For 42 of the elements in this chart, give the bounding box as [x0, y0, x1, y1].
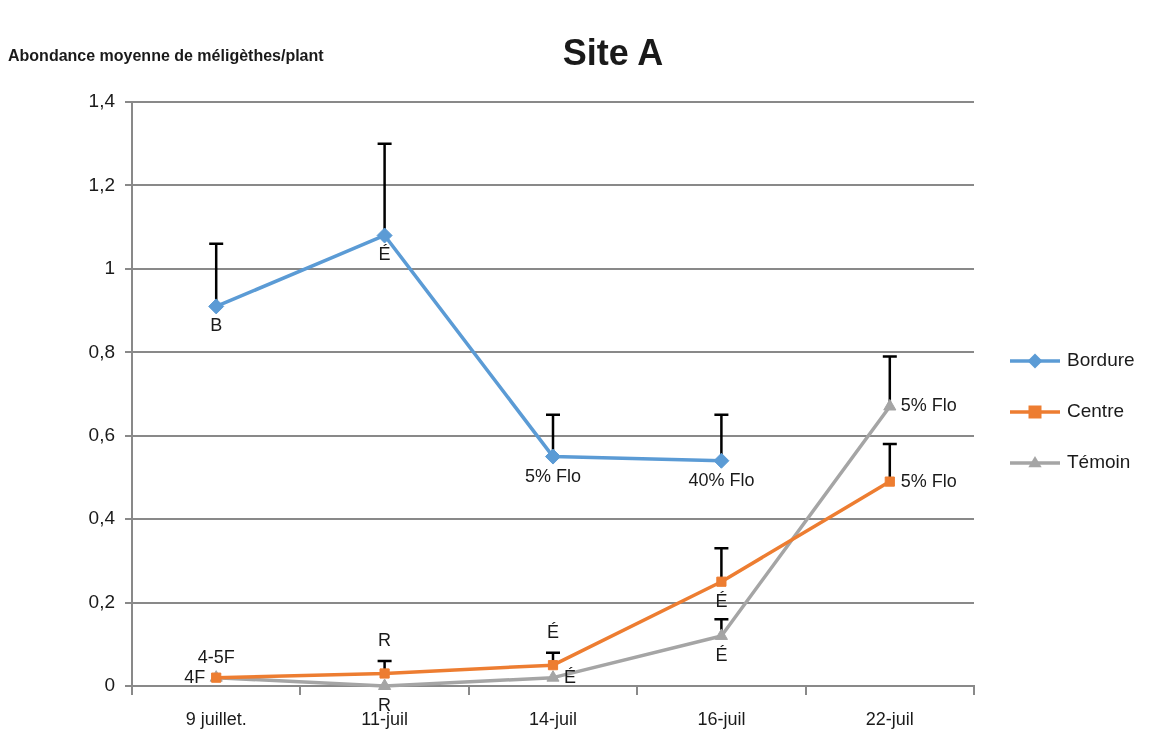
y-tick-label: 1	[104, 257, 115, 279]
point	[547, 660, 559, 671]
annotation: É	[378, 244, 391, 265]
y-tick-label: 1,4	[88, 90, 116, 112]
x-tick-label: 16-juil	[697, 708, 746, 729]
y-tick-label: 0,2	[88, 590, 115, 612]
y-tick-label: 0	[104, 674, 115, 696]
annotation: 4F	[184, 666, 206, 687]
annotation: 5% Flo	[900, 470, 957, 491]
point	[376, 227, 393, 244]
point	[546, 670, 560, 682]
y-tick-label: 0,8	[88, 340, 115, 362]
annotation: É	[715, 590, 728, 611]
annotation: R	[378, 629, 392, 650]
x-tick-label: 22-juil	[865, 708, 914, 729]
point	[883, 399, 897, 411]
annotation: É	[564, 666, 577, 687]
point	[884, 476, 895, 487]
annotation: 5% Flo	[900, 395, 957, 416]
annotation: 5% Flo	[524, 465, 582, 486]
legend-label: Bordure	[1067, 349, 1135, 371]
point	[208, 298, 225, 315]
x-tick-label: 14-juil	[528, 708, 578, 729]
y-axis-title: Abondance moyenne de méligèthes/plant	[8, 47, 325, 65]
y-tick-label: 1,2	[88, 173, 115, 195]
point	[714, 628, 728, 640]
y-tick-label: 0,4	[88, 507, 116, 529]
legend-label: Centre	[1067, 400, 1125, 422]
point	[716, 576, 727, 587]
annotation: É	[715, 644, 728, 665]
y-tick-label: 0,6	[88, 423, 115, 445]
chart-title: Site A	[562, 31, 664, 73]
point	[378, 678, 392, 690]
point	[379, 668, 390, 679]
annotation: É	[547, 621, 560, 642]
point	[545, 448, 561, 465]
annotation: 4-5F	[197, 646, 235, 667]
legend-label: Témoin	[1067, 451, 1131, 473]
annotation: B	[210, 315, 223, 336]
annotation: 40% Flo	[688, 469, 755, 490]
point	[713, 452, 730, 469]
x-tick-label: 9 juillet.	[185, 708, 247, 729]
